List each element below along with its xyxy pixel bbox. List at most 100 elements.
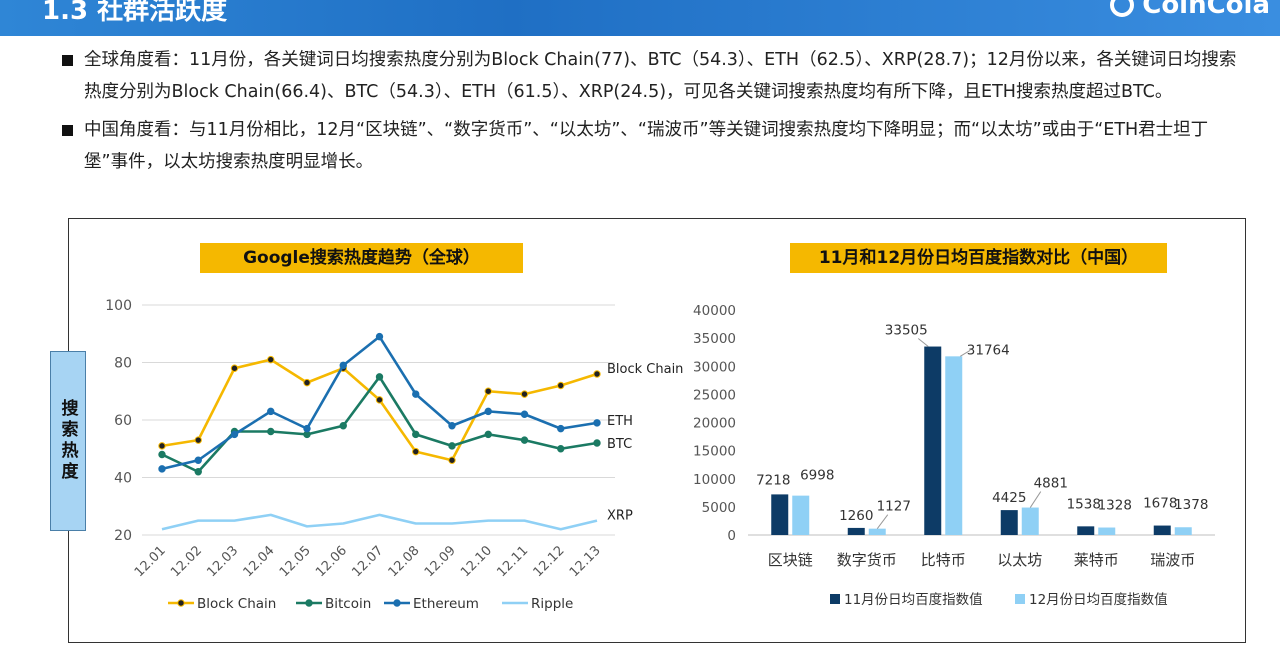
y-tick-label: 40000 [693, 303, 736, 319]
data-point [484, 430, 492, 439]
legend-swatch-marker [305, 599, 313, 607]
y-tick-label: 0 [727, 528, 736, 544]
data-point [557, 424, 565, 433]
series-end-label: ETH [607, 414, 633, 429]
x-tick-label: 比特币 [921, 551, 966, 569]
data-point [339, 422, 347, 430]
y-tick-label: 10000 [693, 472, 736, 488]
data-point [375, 373, 384, 381]
data-point [557, 445, 565, 453]
bar-dec [868, 528, 886, 535]
data-point [484, 407, 492, 416]
bullet-square-icon [62, 125, 73, 136]
data-label: 1678 [1143, 496, 1177, 512]
data-point [448, 442, 456, 450]
y-tick-label: 80 [114, 356, 132, 372]
data-point [230, 430, 239, 439]
bar-dec [792, 495, 810, 535]
bullet-square-icon [62, 55, 73, 66]
bullet-china-text: 中国角度看：与11月份相比，12月“区块链”、“数字货币”、“以太坊”、“瑞波币… [84, 120, 1209, 172]
x-tick-label: 12.11 [494, 543, 531, 580]
x-tick-label: 12.08 [386, 543, 423, 580]
legend-label: Ripple [531, 596, 573, 612]
series-end-label: Block Chain [607, 362, 683, 377]
x-tick-label: 12.06 [313, 543, 350, 580]
data-point [412, 430, 420, 439]
x-tick-label: 瑞波币 [1150, 551, 1195, 569]
bar-nov [847, 527, 865, 535]
data-point [339, 361, 347, 370]
legend-label: Block Chain [197, 596, 276, 612]
data-point [194, 468, 202, 476]
data-label: 4425 [992, 490, 1026, 506]
bullet-china: 中国角度看：与11月份相比，12月“区块链”、“数字货币”、“以太坊”、“瑞波币… [62, 114, 1242, 178]
y-tick-label: 25000 [693, 387, 736, 403]
bar-nov [1153, 525, 1171, 535]
data-point [520, 410, 529, 418]
bar-dec [1174, 527, 1192, 535]
bar-nov [1000, 510, 1018, 535]
legend-label: 12月份日均百度指数值 [1029, 592, 1168, 608]
data-point [448, 456, 456, 464]
bullet-global: 全球角度看：11月份，各关键词日均搜索热度分别为Block Chain(77)、… [62, 44, 1242, 108]
data-point [375, 332, 384, 341]
data-point [194, 436, 202, 444]
data-point [194, 456, 202, 464]
bar-dec [945, 356, 963, 535]
data-point [303, 424, 311, 433]
bar-nov [771, 494, 789, 535]
brand-logo-text: CoinCola [1142, 0, 1270, 20]
bar-nov [1077, 526, 1095, 535]
data-label: 31764 [967, 342, 1010, 358]
data-label-leader [876, 514, 889, 529]
bullet-global-text: 全球角度看：11月份，各关键词日均搜索热度分别为Block Chain(77)、… [84, 50, 1237, 102]
data-point [158, 450, 166, 459]
legend-swatch-marker [177, 599, 185, 607]
data-label: 1260 [839, 508, 873, 524]
data-point [484, 387, 492, 395]
data-label: 1127 [877, 499, 911, 515]
data-point [230, 364, 239, 372]
data-point [557, 381, 565, 390]
bar-dec [1021, 507, 1039, 535]
legend-swatch [1015, 594, 1025, 604]
legend-label: Ethereum [413, 596, 479, 612]
series-line-ripple [161, 513, 598, 531]
y-tick-label: 15000 [693, 444, 736, 460]
y-tick-label: 40 [114, 471, 132, 487]
data-point [593, 370, 601, 378]
y-tick-label: 30000 [693, 359, 736, 375]
legend-label: Bitcoin [325, 596, 371, 612]
data-label: 1378 [1174, 497, 1208, 513]
x-tick-label: 区块链 [768, 551, 813, 569]
data-label-leader [959, 349, 971, 357]
x-tick-label: 12.13 [567, 543, 604, 580]
data-point [303, 378, 311, 387]
data-label-leader [917, 338, 929, 347]
bar-chart: 0 5000 10000 15000 20000 25000 30000 35000 40000… [693, 303, 1215, 608]
data-point [593, 419, 601, 427]
bar-dec [1098, 527, 1116, 535]
legend-label: 11月份日均百度指数值 [844, 592, 983, 608]
y-tick-label: 100 [105, 298, 132, 314]
data-label: 1328 [1098, 498, 1132, 514]
data-label: 33505 [885, 323, 928, 339]
x-tick-label: 12.12 [531, 543, 568, 580]
x-tick-label: 数字货币 [837, 551, 897, 569]
data-point [267, 355, 275, 364]
data-point [412, 390, 420, 398]
x-tick-label: 以太坊 [997, 551, 1042, 569]
data-point [593, 439, 601, 447]
y-tick-label: 60 [114, 413, 132, 429]
data-point [267, 407, 275, 416]
data-label: 6998 [800, 468, 834, 484]
y-tick-label: 20 [114, 528, 132, 544]
x-tick-label: 12.04 [241, 543, 278, 580]
data-point [448, 422, 456, 430]
data-point [158, 442, 166, 450]
y-tick-label: 35000 [693, 331, 736, 347]
data-point [267, 427, 275, 436]
y-tick-label: 20000 [693, 416, 736, 432]
data-label-leader [1029, 491, 1042, 508]
